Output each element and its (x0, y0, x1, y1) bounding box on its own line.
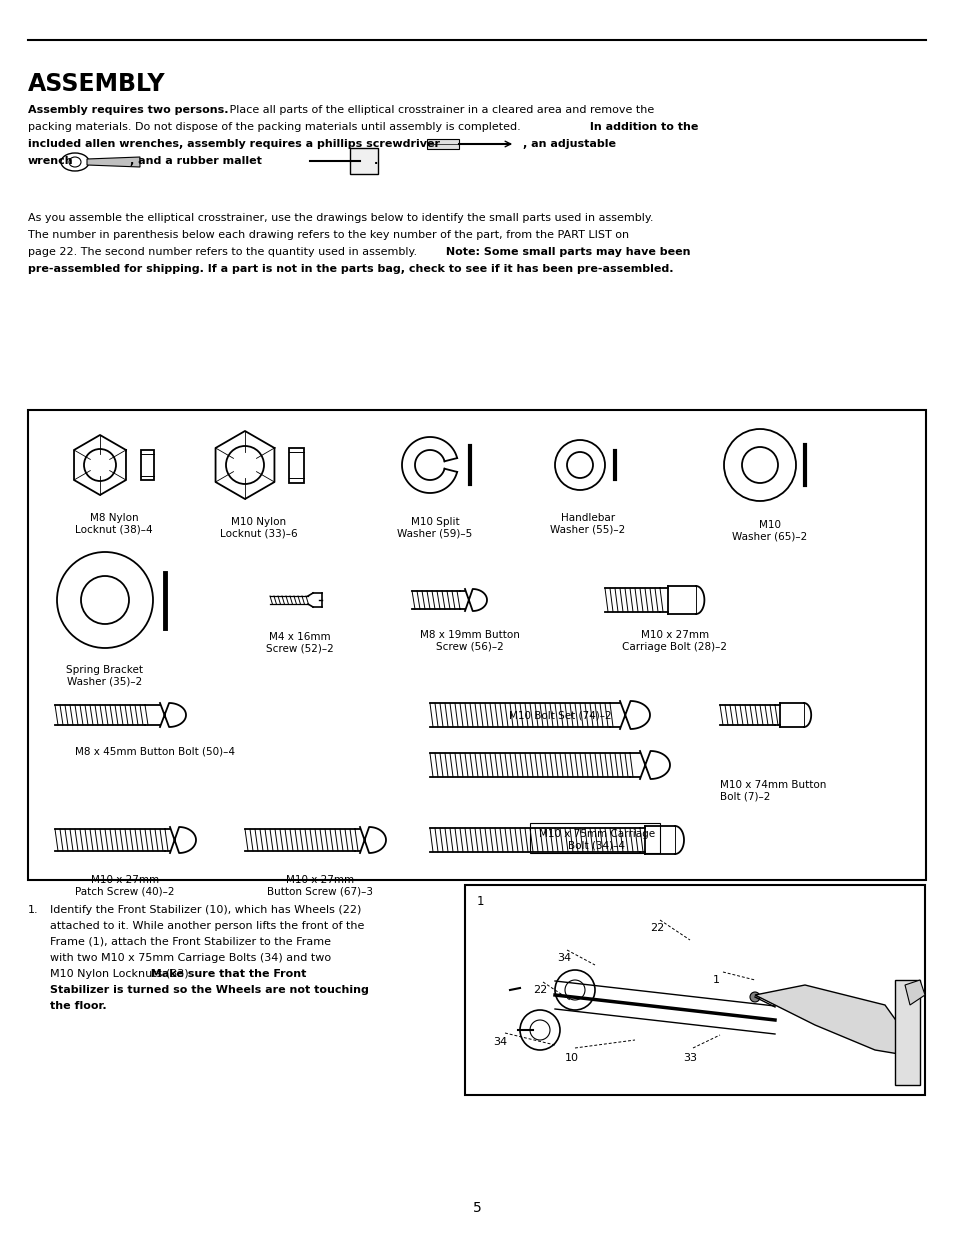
Text: 33: 33 (682, 1053, 697, 1063)
Text: included allen wrenches, assembly requires a phillips screwdriver: included allen wrenches, assembly requir… (28, 140, 439, 149)
Text: Frame (1), attach the Front Stabilizer to the Frame: Frame (1), attach the Front Stabilizer t… (50, 937, 331, 947)
Text: M10 Bolt Set (74)–2: M10 Bolt Set (74)–2 (508, 710, 611, 720)
Text: with two M10 x 75mm Carriage Bolts (34) and two: with two M10 x 75mm Carriage Bolts (34) … (50, 953, 331, 963)
Text: M10 x 27mm
Carriage Bolt (28)–2: M10 x 27mm Carriage Bolt (28)–2 (622, 630, 727, 652)
Bar (427, 140, 458, 149)
Text: 5: 5 (472, 1200, 481, 1215)
Text: Identify the Front Stabilizer (10), which has Wheels (22): Identify the Front Stabilizer (10), whic… (50, 905, 361, 915)
Text: ASSEMBLY: ASSEMBLY (28, 72, 166, 96)
Polygon shape (754, 986, 909, 1055)
Bar (350, 148, 377, 174)
Text: , and a rubber mallet: , and a rubber mallet (130, 156, 262, 165)
Text: 34: 34 (557, 953, 571, 963)
Text: Spring Bracket
Washer (35)–2: Spring Bracket Washer (35)–2 (67, 664, 143, 687)
Text: M8 x 19mm Button
Screw (56)–2: M8 x 19mm Button Screw (56)–2 (419, 630, 519, 652)
Text: In addition to the: In addition to the (585, 122, 698, 132)
Polygon shape (894, 981, 919, 1086)
Text: M10 Split
Washer (59)–5: M10 Split Washer (59)–5 (397, 517, 472, 538)
Text: M10 x 27mm
Patch Screw (40)–2: M10 x 27mm Patch Screw (40)–2 (75, 876, 174, 897)
Bar (289, 447, 304, 483)
Text: pre-assembled for shipping. If a part is not in the parts bag, check to see if i: pre-assembled for shipping. If a part is… (28, 264, 673, 274)
Text: The number in parenthesis below each drawing refers to the key number of the par: The number in parenthesis below each dra… (28, 230, 628, 240)
Text: Handlebar
Washer (55)–2: Handlebar Washer (55)–2 (550, 513, 625, 535)
Bar (464, 885, 924, 1095)
Bar (530, 823, 659, 853)
Text: Make sure that the Front: Make sure that the Front (50, 969, 306, 979)
Text: M10 x 27mm
Button Screw (67)–3: M10 x 27mm Button Screw (67)–3 (267, 876, 373, 897)
Text: Place all parts of the elliptical crosstrainer in a cleared area and remove the: Place all parts of the elliptical crosst… (226, 105, 654, 115)
Text: the floor.: the floor. (50, 1002, 107, 1011)
Bar (28, 410, 925, 881)
Text: As you assemble the elliptical crosstrainer, use the drawings below to identify : As you assemble the elliptical crosstrai… (28, 212, 653, 224)
Text: M8 x 45mm Button Bolt (50)–4: M8 x 45mm Button Bolt (50)–4 (75, 747, 234, 757)
Bar (141, 450, 154, 480)
Text: wrench: wrench (28, 156, 73, 165)
Text: M10 x 75mm Carriage
Bolt (34)–4: M10 x 75mm Carriage Bolt (34)–4 (538, 829, 655, 851)
Text: Stabilizer is turned so the Wheels are not touching: Stabilizer is turned so the Wheels are n… (50, 986, 369, 995)
Polygon shape (87, 157, 140, 167)
Text: 10: 10 (564, 1053, 578, 1063)
Text: 34: 34 (493, 1037, 507, 1047)
Text: attached to it. While another person lifts the front of the: attached to it. While another person lif… (50, 921, 364, 931)
Text: packing materials. Do not dispose of the packing materials until assembly is com: packing materials. Do not dispose of the… (28, 122, 520, 132)
Text: M10 x 74mm Button
Bolt (7)–2: M10 x 74mm Button Bolt (7)–2 (720, 781, 825, 802)
Text: 1: 1 (476, 895, 484, 908)
Text: M4 x 16mm
Screw (52)–2: M4 x 16mm Screw (52)–2 (266, 632, 334, 653)
Circle shape (749, 992, 760, 1002)
Text: M10
Washer (65)–2: M10 Washer (65)–2 (732, 520, 807, 542)
Polygon shape (904, 981, 924, 1005)
Text: M10 Nylon Locknuts (33).: M10 Nylon Locknuts (33). (50, 969, 193, 979)
Text: .: . (374, 156, 377, 165)
Text: , an adjustable: , an adjustable (522, 140, 616, 149)
Bar (499, 701, 619, 729)
Text: Assembly requires two persons.: Assembly requires two persons. (28, 105, 229, 115)
Text: 22: 22 (533, 986, 547, 995)
Text: 1: 1 (712, 974, 720, 986)
Text: M8 Nylon
Locknut (38)–4: M8 Nylon Locknut (38)–4 (75, 513, 152, 535)
Text: page 22. The second number refers to the quantity used in assembly.: page 22. The second number refers to the… (28, 247, 416, 257)
Text: Note: Some small parts may have been: Note: Some small parts may have been (441, 247, 690, 257)
Text: 1.: 1. (28, 905, 38, 915)
Text: 22: 22 (649, 923, 663, 932)
Text: M10 Nylon
Locknut (33)–6: M10 Nylon Locknut (33)–6 (220, 517, 297, 538)
